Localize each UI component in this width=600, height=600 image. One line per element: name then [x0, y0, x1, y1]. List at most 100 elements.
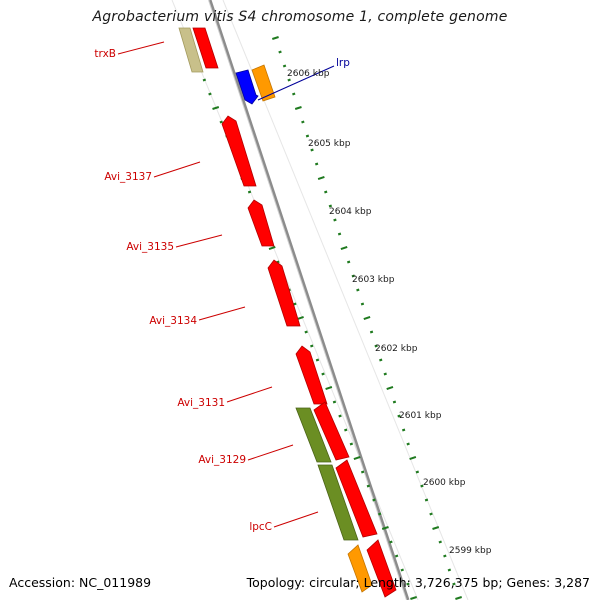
- minor-tick: [337, 232, 342, 236]
- minor-tick: [333, 218, 337, 222]
- gene-label-avi-3134: Avi_3134: [149, 315, 197, 327]
- minor-tick: [452, 582, 456, 586]
- minor-tick: [392, 400, 397, 404]
- major-tick: [340, 245, 348, 251]
- gene-label-avi-3135: Avi_3135: [126, 241, 174, 253]
- label-leaders: [117, 41, 335, 528]
- minor-tick: [443, 554, 447, 558]
- minor-tick: [438, 540, 442, 544]
- backbone-highlight: [208, 0, 407, 600]
- minor-tick: [351, 274, 355, 278]
- major-tick: [296, 315, 304, 321]
- gene-red-right-1: [313, 401, 350, 461]
- minor-tick: [415, 470, 420, 474]
- scale-label: 2603 kbp: [352, 275, 395, 285]
- gene-red-right-3: [366, 539, 397, 598]
- map-title: Agrobacterium vitis S4 chromosome 1, com…: [92, 9, 508, 25]
- minor-tick: [310, 148, 314, 152]
- major-tick: [455, 596, 463, 600]
- scale-label: 2601 kbp: [399, 411, 442, 421]
- scale-label: 2606 kbp: [287, 69, 330, 79]
- minor-tick: [400, 568, 404, 572]
- minor-tick: [332, 400, 337, 404]
- gene-avi-3129: [295, 407, 332, 463]
- leader-lrp: [257, 65, 335, 101]
- gene-label-avi-3129: Avi_3129: [198, 454, 246, 466]
- minor-tick: [377, 512, 382, 516]
- major-tick: [409, 455, 417, 461]
- minor-tick: [406, 582, 410, 586]
- gene-lrp: [235, 69, 259, 105]
- gene-orange-bottom: [347, 544, 373, 593]
- leader-trxb: [117, 41, 165, 55]
- gene-avi-3134: [267, 259, 301, 327]
- inner-tick-marks: [183, 36, 418, 600]
- leader-avi-3134: [198, 306, 246, 321]
- minor-tick: [301, 120, 305, 124]
- scale-labels: 2606 kbp 2605 kbp 2604 kbp 2603 kbp 2602…: [287, 69, 492, 556]
- gene-avi-3137: [221, 115, 257, 187]
- minor-tick: [406, 442, 410, 446]
- minor-tick: [305, 134, 310, 138]
- gene-label-lpcc: lpcC: [249, 521, 272, 533]
- gene-labels: trxB lrp Avi_3137 Avi_3135 Avi_3134 Avi_…: [94, 48, 350, 533]
- minor-tick: [447, 568, 452, 572]
- leader-avi-3131: [226, 386, 273, 403]
- scale-label: 2605 kbp: [308, 139, 351, 149]
- minor-tick: [293, 302, 297, 306]
- minor-tick: [282, 64, 287, 68]
- leader-avi-3135: [175, 234, 223, 248]
- minor-tick: [360, 302, 365, 306]
- minor-tick: [247, 190, 252, 194]
- gene-label-trxb: trxB: [94, 48, 116, 60]
- scale-label: 2599 kbp: [449, 546, 492, 556]
- minor-tick: [304, 330, 308, 334]
- minor-tick: [372, 498, 376, 502]
- topology-summary: Topology: circular; Length: 3,726,375 bp…: [246, 575, 590, 590]
- minor-tick: [321, 372, 325, 376]
- minor-tick: [429, 512, 433, 516]
- major-tick: [386, 385, 394, 391]
- minor-tick: [424, 498, 429, 502]
- gene-label-avi-3137: Avi_3137: [104, 171, 152, 183]
- scale-label: 2602 kbp: [375, 344, 418, 354]
- chromosome-backbone: [208, 0, 410, 600]
- gene-avi-3131: [295, 345, 328, 405]
- minor-tick: [338, 414, 342, 418]
- minor-tick: [344, 428, 348, 432]
- gene-avi-3135: [247, 199, 275, 247]
- major-tick: [381, 526, 389, 530]
- minor-tick: [401, 428, 406, 432]
- minor-tick: [315, 358, 320, 362]
- gene-red-right-2: [335, 459, 378, 538]
- major-tick: [353, 455, 361, 461]
- minor-tick: [383, 372, 387, 376]
- gene-label-avi-3131: Avi_3131: [177, 397, 225, 409]
- minor-tick: [278, 50, 282, 54]
- minor-tick: [314, 162, 319, 166]
- leader-avi-3137: [153, 161, 201, 178]
- minor-tick: [328, 204, 333, 208]
- accession-text: Accession: NC_011989: [9, 575, 152, 590]
- major-tick: [271, 36, 279, 40]
- minor-tick: [374, 344, 378, 348]
- scale-label: 2604 kbp: [329, 207, 372, 217]
- minor-tick: [310, 344, 314, 348]
- minor-tick: [287, 78, 291, 82]
- minor-tick: [346, 260, 351, 264]
- major-tick: [294, 106, 302, 110]
- minor-tick: [389, 540, 393, 544]
- major-tick: [363, 315, 371, 321]
- gene-lpcc: [317, 464, 359, 541]
- minor-tick: [219, 120, 223, 124]
- major-tick: [268, 245, 276, 251]
- minor-tick: [356, 288, 360, 292]
- inner-track-border: [171, 0, 419, 600]
- leader-avi-3129: [247, 444, 294, 461]
- minor-tick: [369, 330, 374, 334]
- gene-orange-top: [251, 64, 276, 102]
- minor-tick: [397, 414, 401, 418]
- major-tick: [410, 596, 418, 600]
- major-tick: [212, 106, 220, 110]
